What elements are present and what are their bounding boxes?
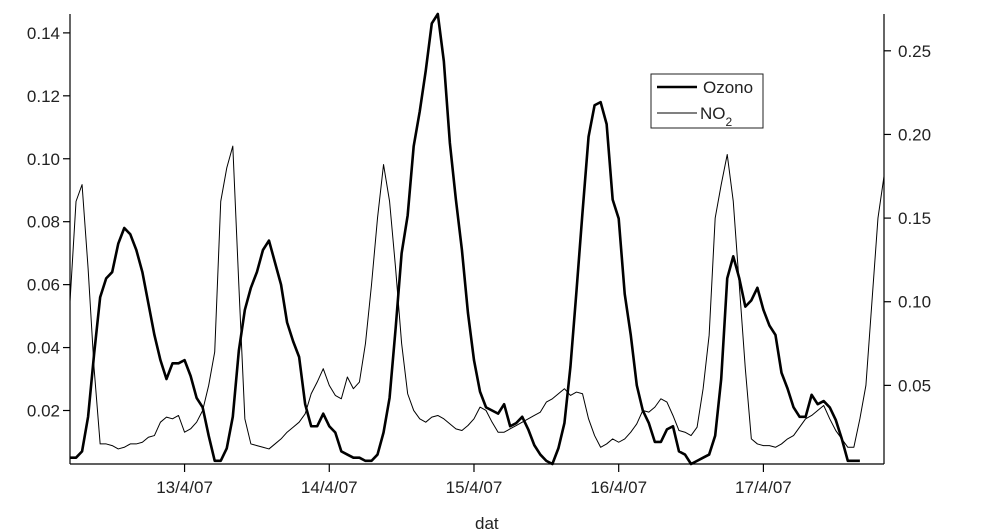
y-right-tick-label: 0.20: [898, 125, 931, 144]
series-line-ozono: [70, 12, 860, 466]
series-layer: [69, 12, 885, 466]
y-right-tick-label: 0.25: [898, 42, 931, 61]
y-right-tick-label: 0.10: [898, 293, 931, 312]
y-left-tick-label: 0.02: [27, 402, 60, 421]
x-axis-title: dat: [475, 514, 499, 532]
x-tick-label: 17/4/07: [735, 478, 792, 497]
x-tick-label: 15/4/07: [446, 478, 503, 497]
x-tick-label: 16/4/07: [590, 478, 647, 497]
legend-label-ozono: Ozono: [703, 78, 753, 97]
y-left-tick-label: 0.06: [27, 276, 60, 295]
axes-layer: 0.02 0.04 0.06 0.08 0.10 0.12 0.14 0.05 0.10 0.15…: [27, 14, 931, 497]
y-left-tick-label: 0.10: [27, 150, 60, 169]
x-tick-label: 13/4/07: [156, 478, 213, 497]
y-right-tick-label: 0.05: [898, 376, 931, 395]
y-left-tick-label: 0.04: [27, 339, 60, 358]
y-left-tick-label: 0.12: [27, 87, 60, 106]
legend-box: [650, 73, 764, 129]
series-line-no2: [69, 145, 885, 450]
y-right-tick-label: 0.15: [898, 209, 931, 228]
y-left-tick-label: 0.14: [27, 24, 60, 43]
y-left-tick-label: 0.08: [27, 213, 60, 232]
legend: Ozono NO2: [650, 73, 764, 129]
x-tick-label: 14/4/07: [301, 478, 358, 497]
